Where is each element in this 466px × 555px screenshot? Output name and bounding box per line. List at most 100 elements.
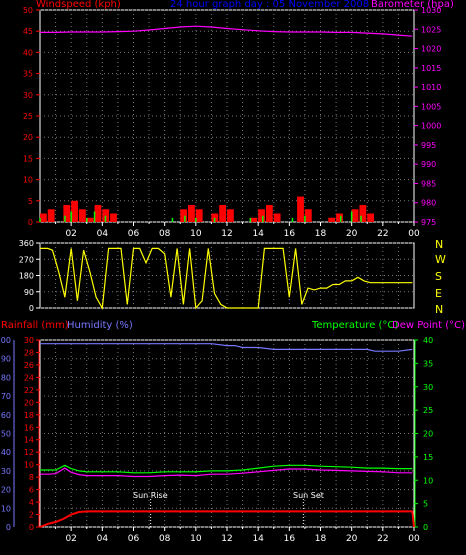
wind-y-tick-label: 30 bbox=[23, 91, 33, 100]
baro-y-tick-label: 985 bbox=[421, 179, 436, 188]
sunset-annotation: Sun Set bbox=[293, 491, 324, 500]
windspeed-bar bbox=[297, 196, 304, 222]
direction-y-tick-label: 360 bbox=[19, 239, 34, 248]
lower-x-label: 16 bbox=[284, 534, 296, 544]
rain-y-tick-label: 26 bbox=[24, 361, 34, 370]
humidity-y-tick-label: 90 bbox=[1, 355, 11, 364]
windspeed-bar bbox=[250, 217, 258, 222]
direction-y-tick-label: 270 bbox=[19, 255, 34, 264]
windspeed-bar bbox=[328, 217, 336, 222]
windspeed-bar bbox=[258, 209, 265, 222]
rain-y-tick-label: 20 bbox=[24, 398, 34, 407]
lower-x-label: 08 bbox=[159, 534, 171, 544]
rainfall-line bbox=[39, 510, 415, 528]
windspeed-bar bbox=[63, 205, 71, 222]
temp-y-tick-label: 10 bbox=[423, 476, 433, 485]
wind-x-label: 08 bbox=[159, 229, 171, 239]
windspeed-bar bbox=[102, 209, 110, 222]
rain-y-tick-label: 14 bbox=[24, 436, 34, 445]
lower-x-label: 00 bbox=[408, 534, 420, 544]
dewpoint-line bbox=[40, 467, 413, 478]
wind-x-label: 18 bbox=[315, 229, 327, 239]
rain-y-tick-label: 10 bbox=[24, 461, 34, 470]
rain-y-tick-label: 12 bbox=[24, 448, 34, 457]
temperature-line bbox=[40, 464, 413, 474]
humidity-y-tick-label: 40 bbox=[1, 448, 11, 457]
wind-x-label: 02 bbox=[65, 229, 76, 239]
lower-x-label: 02 bbox=[65, 534, 76, 544]
windspeed-bar bbox=[351, 209, 359, 222]
humidity-y-tick-label: 20 bbox=[1, 486, 11, 495]
temperature-axis-title: Temperature (°C) bbox=[312, 320, 399, 331]
chart-title: 24 hour graph day : 05 November 2008 bbox=[170, 0, 370, 10]
rain-y-tick-label: 18 bbox=[24, 411, 34, 420]
windspeed-bar bbox=[40, 213, 47, 222]
temp-y-tick-label: 15 bbox=[423, 453, 433, 462]
rain-y-tick-label: 24 bbox=[24, 373, 34, 382]
baro-y-tick-label: 995 bbox=[421, 141, 436, 150]
baro-y-tick-label: 975 bbox=[421, 218, 436, 227]
rain-y-tick-label: 28 bbox=[24, 348, 34, 357]
temp-y-tick-label: 40 bbox=[423, 336, 433, 345]
direction-y-tick-label: 180 bbox=[19, 272, 34, 281]
wind-direction-line bbox=[40, 247, 413, 310]
humidity-y-tick-label: 70 bbox=[1, 392, 11, 401]
wind-axis-title: Windspeed (kph) bbox=[36, 0, 121, 10]
lower-x-label: 04 bbox=[97, 534, 109, 544]
wind-y-tick-label: 0 bbox=[28, 218, 33, 227]
baro-y-tick-label: 1005 bbox=[421, 102, 441, 111]
lower-x-label: 10 bbox=[190, 534, 202, 544]
wind-x-label: 12 bbox=[221, 229, 232, 239]
wind-y-tick-label: 5 bbox=[28, 197, 33, 206]
direction-label-e: E bbox=[435, 287, 442, 300]
sunrise-annotation: Sun Rise bbox=[133, 491, 168, 500]
wind-x-label: 10 bbox=[190, 229, 202, 239]
humidity-axis-title: Humidity (%) bbox=[67, 320, 133, 331]
humidity-y-tick-label: 10 bbox=[1, 504, 11, 513]
wind-y-tick-label: 15 bbox=[23, 154, 33, 163]
wind-x-label: 16 bbox=[284, 229, 296, 239]
windspeed-bar bbox=[336, 213, 343, 222]
lower-x-label: 06 bbox=[128, 534, 140, 544]
windspeed-bar bbox=[110, 213, 117, 222]
wind-y-tick-label: 45 bbox=[23, 27, 33, 36]
windspeed-bar bbox=[367, 213, 375, 222]
temp-y-tick-label: 25 bbox=[423, 406, 433, 415]
windspeed-bar bbox=[304, 209, 312, 222]
humidity-y-tick-label: 50 bbox=[1, 430, 11, 439]
wind-y-tick-label: 35 bbox=[23, 70, 33, 79]
humidity-y-tick-label: 0 bbox=[6, 523, 11, 532]
windspeed-bar bbox=[86, 217, 94, 222]
windspeed-bar bbox=[227, 209, 234, 222]
windspeed-bar bbox=[359, 205, 367, 222]
direction-label-n-top: N bbox=[435, 238, 444, 251]
temp-y-tick-label: 20 bbox=[423, 430, 433, 439]
wind-x-label: 20 bbox=[346, 229, 358, 239]
rain-y-tick-label: 6 bbox=[29, 486, 34, 495]
direction-label-w: W bbox=[435, 253, 446, 266]
rain-y-tick-label: 4 bbox=[29, 498, 34, 507]
temp-y-tick-label: 30 bbox=[423, 383, 433, 392]
humidity-y-tick-label: 100 bbox=[0, 336, 11, 345]
wind-x-label: 22 bbox=[377, 229, 388, 239]
windspeed-bar bbox=[273, 213, 281, 222]
dewpoint-axis-title: Dew Point (°C) bbox=[392, 320, 466, 331]
rain-y-tick-label: 22 bbox=[24, 386, 34, 395]
direction-label-n-bottom: N bbox=[435, 303, 444, 316]
lower-x-label: 22 bbox=[377, 534, 388, 544]
baro-y-tick-label: 1010 bbox=[421, 83, 441, 92]
baro-y-tick-label: 1025 bbox=[421, 25, 441, 34]
baro-y-tick-label: 990 bbox=[421, 160, 436, 169]
baro-y-tick-label: 980 bbox=[421, 199, 436, 208]
baro-y-tick-label: 1020 bbox=[421, 45, 441, 54]
windspeed-bar bbox=[78, 209, 86, 222]
baro-y-tick-label: 1030 bbox=[421, 6, 441, 15]
wind-x-label: 04 bbox=[97, 229, 109, 239]
humidity-line bbox=[40, 343, 413, 352]
windspeed-bar bbox=[219, 205, 226, 222]
direction-label-s: S bbox=[435, 270, 442, 283]
lower-x-label: 14 bbox=[252, 534, 264, 544]
wind-y-tick-label: 50 bbox=[23, 6, 33, 15]
baro-y-tick-label: 1015 bbox=[421, 64, 441, 73]
